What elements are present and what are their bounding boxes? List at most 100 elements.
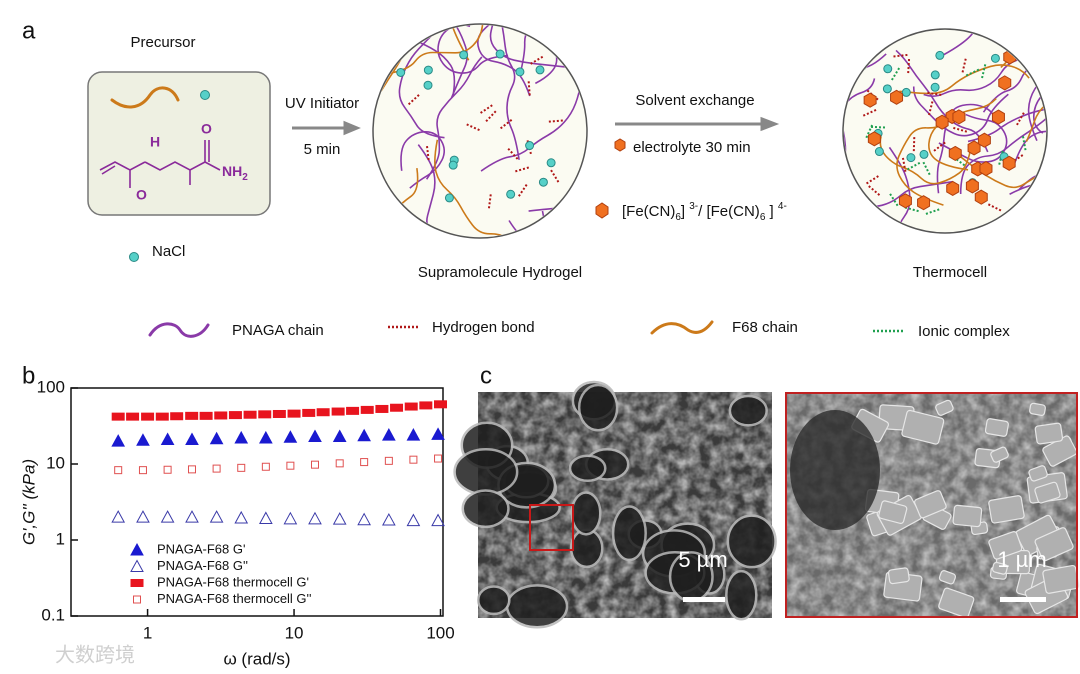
marker	[431, 427, 445, 440]
polymer-chain	[374, 41, 411, 145]
marker	[187, 465, 196, 474]
atom: H	[150, 134, 160, 150]
marker	[382, 513, 396, 526]
ion	[448, 160, 458, 170]
marker	[163, 465, 172, 474]
scale-label: 5 µm	[678, 547, 727, 572]
nacl-dot	[200, 90, 210, 100]
polymer-chain	[895, 49, 989, 153]
image-border	[785, 392, 1078, 618]
marker	[335, 459, 344, 468]
marker	[360, 405, 374, 414]
electrolyte-ion	[863, 92, 877, 108]
legend-icon	[148, 322, 210, 338]
bond	[980, 64, 987, 81]
panel-b: b 1 10 100 0.1 1 10 100 ω (rad/s) G',G'' (kPa) PN…	[19, 362, 454, 668]
crystal	[1034, 481, 1061, 504]
bond	[933, 140, 948, 152]
crystal	[1028, 465, 1048, 482]
polymer-chain	[1025, 36, 1046, 142]
scale-bar	[683, 597, 725, 602]
marker	[111, 412, 125, 421]
bond	[868, 185, 882, 198]
ion	[930, 70, 940, 80]
y-tick-label: 100	[37, 377, 65, 396]
arrow	[615, 116, 780, 132]
x-tick-label: 10	[285, 623, 304, 642]
bond	[498, 119, 513, 131]
marker	[360, 458, 369, 467]
polymer-chain	[844, 180, 953, 211]
nacl-dot	[129, 252, 139, 262]
bond	[518, 182, 529, 197]
legend-marker	[130, 559, 144, 572]
atom: O	[136, 187, 147, 203]
electrolyte-ion	[991, 109, 1005, 125]
crystal	[938, 570, 957, 585]
marker	[332, 429, 347, 443]
marker	[243, 410, 257, 419]
step-label: UV Initiator	[285, 95, 359, 112]
polymer-chain	[516, 25, 542, 76]
bond	[407, 92, 422, 106]
marker	[384, 456, 393, 465]
polymer-chain	[912, 86, 1009, 137]
ion	[546, 158, 556, 168]
marker	[287, 409, 301, 418]
molecule	[99, 140, 221, 188]
panel-label: c	[480, 362, 492, 389]
legend-label: PNAGA-F68 G''	[157, 558, 248, 573]
polymer-chain	[480, 82, 582, 172]
ion	[535, 65, 545, 75]
polymer-chain	[489, 25, 569, 69]
precursor-label: Precursor	[130, 34, 195, 51]
polymer-chain	[386, 25, 489, 75]
y-axis-label: G',G'' (kPa)	[19, 459, 38, 545]
bond	[861, 108, 877, 118]
caption: Thermocell	[913, 264, 987, 281]
bond	[865, 174, 881, 185]
polymer-chain	[1014, 75, 1046, 164]
legend-marker	[130, 579, 144, 587]
polymer-chain	[443, 25, 470, 61]
pore	[453, 447, 519, 496]
y-tick-label: 10	[46, 453, 65, 472]
electrolyte-ion	[946, 180, 960, 196]
arrow	[292, 120, 361, 136]
crystal	[1042, 564, 1080, 594]
marker	[259, 511, 273, 524]
crystal	[1034, 422, 1064, 445]
marker	[114, 466, 123, 475]
marker	[237, 463, 246, 472]
marker	[209, 510, 224, 523]
polymer-chain	[1032, 40, 1046, 134]
electrolyte-icon	[595, 202, 609, 219]
electrolyte-ion	[948, 145, 962, 161]
crystal	[938, 587, 975, 619]
marker	[234, 510, 249, 524]
ion	[525, 141, 535, 151]
crystal	[990, 446, 1009, 463]
electrolyte-ion	[965, 178, 979, 194]
electrolyte-ion	[917, 195, 931, 211]
crystal	[984, 418, 1009, 437]
marker	[111, 434, 126, 447]
polymer-chain	[374, 26, 381, 98]
bond	[927, 101, 934, 118]
bond	[1016, 110, 1026, 126]
electrolyte-ion	[952, 109, 966, 125]
pore	[461, 489, 510, 529]
polymer-chain	[967, 106, 1046, 143]
marker	[406, 513, 421, 527]
legend-label: F68 chain	[732, 319, 798, 336]
marker	[419, 401, 433, 410]
polymer-chain	[476, 25, 531, 97]
ion	[423, 65, 433, 75]
ion	[901, 87, 911, 97]
bond	[464, 122, 480, 132]
electrolyte-ion	[998, 75, 1012, 91]
marker	[258, 410, 272, 419]
polymer-chain	[896, 123, 948, 206]
bond	[921, 159, 931, 176]
